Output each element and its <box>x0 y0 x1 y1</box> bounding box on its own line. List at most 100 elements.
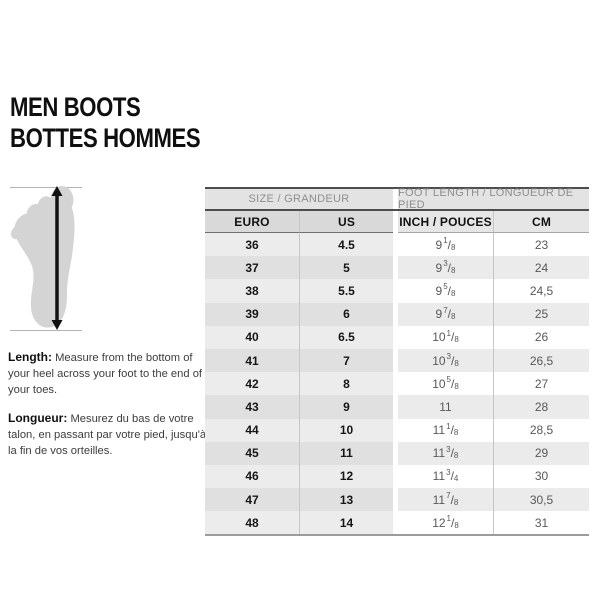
cell-inch: 11 1/8 <box>398 418 494 442</box>
cell-us: 4.5 <box>300 233 393 257</box>
table-group-header-row: SIZE / GRANDEUR FOOT LENGTH / LONGUEUR D… <box>205 187 589 211</box>
cell-us: 6.5 <box>300 325 393 349</box>
cell-us: 5 <box>300 256 393 280</box>
table-row: 42 8 10 5/8 27 <box>205 372 589 396</box>
length-instruction: Length: Measure from the bottom of your … <box>8 349 212 399</box>
table-row: 43 9 11 28 <box>205 395 589 419</box>
size-table: SIZE / GRANDEUR FOOT LENGTH / LONGUEUR D… <box>205 187 589 537</box>
table-row: 38 5.5 9 5/8 24,5 <box>205 279 589 303</box>
cell-euro: 46 <box>205 464 300 489</box>
cell-cm: 28,5 <box>494 418 589 442</box>
cell-us: 6 <box>300 302 393 326</box>
cell-euro: 44 <box>205 418 300 442</box>
cell-cm: 24 <box>494 256 589 280</box>
table-row: 37 5 9 3/8 24 <box>205 256 589 280</box>
measure-instructions: Length: Measure from the bottom of your … <box>8 349 212 470</box>
cell-euro: 38 <box>205 279 300 303</box>
cell-euro: 43 <box>205 395 300 419</box>
measure-arrow <box>51 186 63 330</box>
cell-inch: 11 <box>398 395 494 419</box>
cell-cm: 30 <box>494 464 589 489</box>
longueur-text: Mesurez du bas de votre talon, en passan… <box>8 412 207 457</box>
group-header-size: SIZE / GRANDEUR <box>205 189 393 209</box>
table-row: 45 11 11 3/8 29 <box>205 441 589 465</box>
cell-euro: 48 <box>205 511 300 535</box>
table-row: 36 4.5 9 1/8 23 <box>205 233 589 257</box>
cell-inch: 9 3/8 <box>398 256 494 280</box>
cell-cm: 30,5 <box>494 488 589 512</box>
cell-us: 5.5 <box>300 279 393 303</box>
cell-us: 12 <box>300 464 393 489</box>
column-gap <box>393 418 398 442</box>
cell-cm: 25 <box>494 302 589 326</box>
cell-us: 13 <box>300 488 393 512</box>
longueur-instruction: Longueur: Mesurez du bas de votre talon,… <box>8 410 212 460</box>
cell-us: 14 <box>300 511 393 535</box>
column-header-inch: INCH / POUCES <box>398 211 494 233</box>
foot-measurement-icon <box>10 186 82 331</box>
longueur-label: Longueur: <box>8 410 68 425</box>
cell-inch: 9 1/8 <box>398 233 494 257</box>
cell-cm: 28 <box>494 395 589 419</box>
table-row: 44 10 11 1/8 28,5 <box>205 418 589 442</box>
cell-inch: 10 5/8 <box>398 372 494 396</box>
table-row: 48 14 12 1/8 31 <box>205 511 589 535</box>
cell-euro: 37 <box>205 256 300 280</box>
group-header-foot-length: FOOT LENGTH / LONGUEUR DE PIED <box>398 187 589 211</box>
length-text: Measure from the bottom of your heel acr… <box>8 352 203 397</box>
column-gap <box>393 464 398 489</box>
cell-inch: 11 3/4 <box>398 464 494 489</box>
column-gap <box>393 441 398 465</box>
column-header-us: US <box>300 211 393 233</box>
cell-inch: 10 1/8 <box>398 325 494 349</box>
cell-inch: 12 1/8 <box>398 511 494 535</box>
cell-cm: 27 <box>494 372 589 396</box>
column-header-cm: CM <box>494 211 589 233</box>
cell-cm: 23 <box>494 233 589 257</box>
cell-inch: 9 5/8 <box>398 279 494 303</box>
cell-euro: 40 <box>205 325 300 349</box>
cell-us: 11 <box>300 441 393 465</box>
column-header-euro: EURO <box>205 211 300 233</box>
cell-us: 7 <box>300 348 393 373</box>
cell-euro: 39 <box>205 302 300 326</box>
column-gap <box>393 211 398 233</box>
cell-euro: 41 <box>205 348 300 373</box>
column-gap <box>393 348 398 373</box>
cell-euro: 47 <box>205 488 300 512</box>
cell-cm: 29 <box>494 441 589 465</box>
column-gap <box>393 325 398 349</box>
cell-us: 10 <box>300 418 393 442</box>
table-row: 47 13 11 7/8 30,5 <box>205 488 589 512</box>
column-gap <box>393 279 398 303</box>
column-gap <box>393 302 398 326</box>
column-gap <box>393 189 398 209</box>
cell-us: 9 <box>300 395 393 419</box>
table-row: 39 6 9 7/8 25 <box>205 302 589 326</box>
cell-euro: 42 <box>205 372 300 396</box>
cell-inch: 11 3/8 <box>398 441 494 465</box>
cell-cm: 31 <box>494 511 589 535</box>
cell-inch: 9 7/8 <box>398 302 494 326</box>
table-body: 36 4.5 9 1/8 23 37 5 9 3/8 24 38 5.5 9 5/8 24,5 39 6 9… <box>205 233 589 535</box>
column-gap <box>393 488 398 512</box>
column-gap <box>393 511 398 535</box>
cell-inch: 10 3/8 <box>398 348 494 373</box>
page-title-en: MEN BOOTS <box>10 92 141 122</box>
length-label: Length: <box>8 350 52 364</box>
foot-silhouette <box>11 186 75 328</box>
cell-cm: 24,5 <box>494 279 589 303</box>
page-title-fr: BOTTES HOMMES <box>10 123 201 153</box>
cell-cm: 26 <box>494 325 589 349</box>
cell-inch: 11 7/8 <box>398 488 494 512</box>
table-row: 41 7 10 3/8 26,5 <box>205 348 589 373</box>
table-column-header-row: EURO US INCH / POUCES CM <box>205 211 589 233</box>
page-title: MEN BOOTS BOTTES HOMMES <box>10 92 201 154</box>
table-row: 40 6.5 10 1/8 26 <box>205 325 589 349</box>
column-gap <box>393 256 398 280</box>
cell-euro: 36 <box>205 233 300 257</box>
cell-cm: 26,5 <box>494 348 589 373</box>
cell-euro: 45 <box>205 441 300 465</box>
table-row: 46 12 11 3/4 30 <box>205 464 589 489</box>
